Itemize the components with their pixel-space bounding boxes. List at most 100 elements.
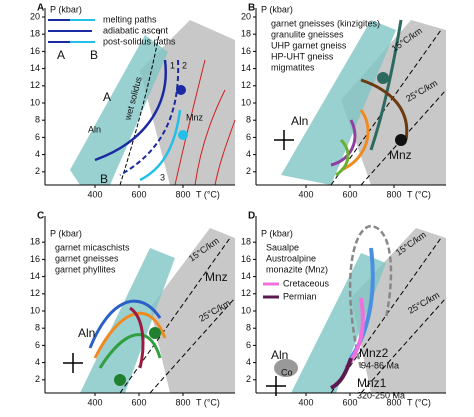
annotation: Co (281, 367, 293, 377)
artwork-shape (281, 20, 396, 185)
y-tick-label: 8 (35, 115, 40, 125)
y-tick-label: 2 (246, 374, 251, 384)
annotation: melting paths (103, 14, 157, 24)
annotation: Aln (78, 326, 95, 340)
y-tick-label: 6 (35, 132, 40, 142)
artwork-shape (369, 19, 403, 151)
artwork-shape (377, 72, 389, 84)
artwork-shape (70, 35, 168, 185)
artwork-shape (63, 353, 83, 373)
x-axis-label: T (°C) (407, 397, 431, 407)
y-tick-label: 16 (241, 46, 251, 56)
annotation: Mnz (389, 148, 412, 162)
x-tick-label: 400 (87, 397, 102, 407)
panel: D P (kbar) T (°C) 2 4 6 8 10 12 14 16 18 400 600 800 Sa… (241, 211, 447, 407)
artwork-shape (80, 248, 175, 393)
x-axis-label: T (°C) (196, 397, 220, 407)
artwork-shape (330, 119, 357, 167)
y-tick-label: 16 (30, 254, 40, 264)
y-tick-label: 12 (30, 80, 40, 90)
y-tick-label: 12 (241, 80, 251, 90)
y-tick-label: 14 (241, 63, 251, 73)
artwork-shape (330, 237, 447, 394)
panel-artwork (274, 19, 447, 186)
artwork-shape (176, 85, 186, 95)
x-tick-label: 800 (175, 189, 190, 199)
annotation: granulite gneisses (271, 29, 344, 39)
annotation: adiabatic ascent (103, 25, 169, 35)
artwork-shape (129, 306, 145, 369)
annotation: Saualpe (266, 242, 299, 252)
x-tick-label: 400 (298, 397, 313, 407)
artwork-shape (149, 327, 161, 339)
annotation: Mnz (186, 112, 204, 122)
panel: C P (kbar) T (°C) 2 4 6 8 10 12 14 16 18 400 600 800 ga… (30, 211, 236, 407)
artwork-shape (150, 228, 235, 393)
annotation: UHP garnet gneiss (271, 40, 347, 50)
x-tick-label: 600 (131, 189, 146, 199)
y-tick-label: 8 (246, 115, 251, 125)
annotation: Permian (283, 291, 317, 301)
artwork-shape (98, 333, 162, 369)
y-tick-label: 4 (35, 149, 40, 159)
artwork-shape (335, 138, 350, 177)
y-tick-label: 8 (35, 323, 40, 333)
artwork-shape (360, 78, 409, 141)
y-tick-label: 6 (246, 132, 251, 142)
artwork-shape (330, 29, 447, 186)
annotation: 3 (160, 172, 165, 182)
y-tick-label: 6 (35, 340, 40, 350)
y-tick-label: 4 (246, 357, 251, 367)
annotation: Austroalpine (266, 253, 316, 263)
annotation: garnet gneisses (kinzigites) (271, 18, 380, 28)
annotation: migmatites (271, 62, 315, 72)
annotation: Aln (291, 114, 308, 128)
y-tick-label: 4 (246, 149, 251, 159)
x-tick-label: 800 (386, 397, 401, 407)
annotation: Mnz (205, 270, 228, 284)
x-axis-label: T (°C) (196, 189, 220, 199)
y-tick-label: 18 (241, 29, 251, 39)
x-tick-label: 600 (131, 397, 146, 407)
annotation: Mnz1 (357, 376, 387, 390)
annotation: B (100, 172, 108, 186)
artwork-shape (48, 19, 92, 43)
y-tick-label: 14 (30, 63, 40, 73)
x-tick-label: 400 (298, 189, 313, 199)
x-tick-label: 600 (342, 397, 357, 407)
y-tick-label: 10 (30, 305, 40, 315)
annotation: Cretaceous (283, 278, 330, 288)
artwork-shape (174, 59, 236, 186)
artwork-shape (274, 359, 298, 377)
artwork-shape (340, 109, 370, 172)
artwork-shape (94, 59, 167, 162)
annotation: Aln (88, 124, 101, 134)
y-tick-label: 12 (30, 288, 40, 298)
artwork-shape (139, 109, 182, 182)
y-tick-label: 10 (241, 305, 251, 315)
annotation: 94-86 Ma (361, 360, 399, 370)
panel-letter: C (37, 211, 44, 222)
y-tick-label: 16 (30, 46, 40, 56)
panel: B P (kbar) T (°C) 2 4 6 8 10 12 14 16 18 20 400 600 800… (241, 3, 447, 199)
annotation: 1 (170, 60, 175, 70)
artwork-shape (88, 299, 162, 349)
y-axis-label: P (kbar) (261, 4, 293, 14)
y-tick-label: 10 (241, 97, 251, 107)
annotation: A (103, 90, 111, 104)
annotation: 2 (182, 60, 187, 70)
annotation: garnet phyllites (55, 264, 116, 274)
artwork-shape (93, 311, 167, 359)
y-tick-label: 6 (246, 340, 251, 350)
y-tick-label: 18 (241, 237, 251, 247)
artwork-shape (119, 237, 236, 394)
artwork-shape (178, 130, 188, 140)
x-axis-label: T (°C) (407, 189, 431, 199)
panel-artwork (48, 19, 236, 186)
y-tick-label: 14 (241, 271, 251, 281)
annotation: HP-UHT gneiss (271, 51, 334, 61)
artwork-shape (119, 59, 180, 176)
x-tick-label: 600 (342, 189, 357, 199)
